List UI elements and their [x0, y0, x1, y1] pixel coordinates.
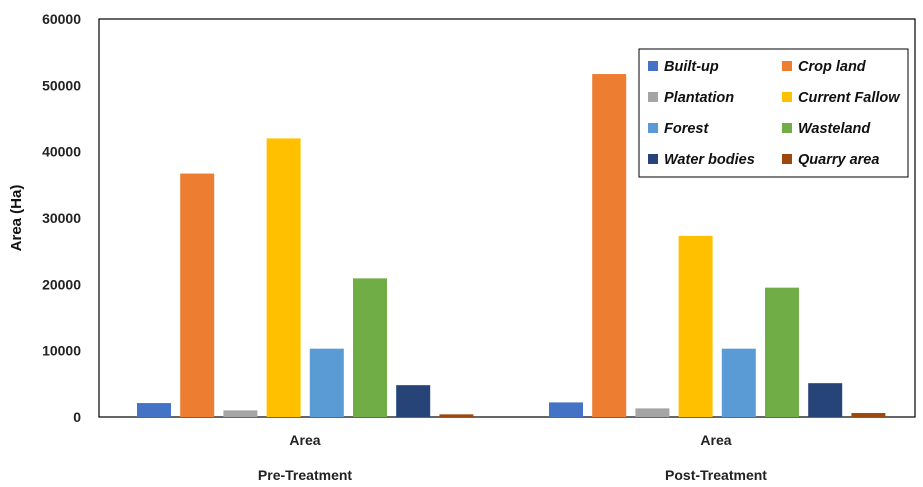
legend-label: Crop land [798, 59, 867, 75]
legend-swatch [648, 123, 658, 133]
y-tick-label: 40000 [42, 144, 81, 160]
legend-label: Water bodies [664, 152, 755, 168]
bar-built-up-post-treatment [549, 402, 583, 417]
x-group-label: Pre-Treatment [258, 467, 352, 483]
bars [137, 74, 886, 417]
x-axis-labels: Area Pre-Treatment Area Post-Treatment [258, 432, 767, 483]
bar-water-bodies-pre-treatment [396, 385, 431, 417]
y-tick-label: 10000 [42, 343, 81, 359]
y-axis-label: Area (Ha) [8, 185, 25, 252]
legend-swatch [782, 123, 792, 133]
legend: Built-up Crop land Plantation Current Fallo… [638, 48, 909, 178]
legend-label: Plantation [664, 90, 734, 106]
legend-label: Built-up [664, 59, 719, 75]
bar-crop-land-pre-treatment [180, 173, 215, 417]
x-category-label: Area [289, 432, 320, 448]
legend-swatch [648, 92, 658, 102]
bar-forest-post-treatment [721, 348, 756, 417]
bar-quarry-area-post-treatment [851, 413, 886, 417]
bar-current-fallow-post-treatment [678, 235, 713, 417]
legend-label: Forest [664, 121, 709, 137]
legend-box [638, 48, 909, 178]
legend-label: Wasteland [798, 121, 871, 137]
bar-current-fallow-pre-treatment [266, 138, 301, 417]
x-category-label: Area [700, 432, 731, 448]
x-group-label: Post-Treatment [665, 467, 767, 483]
bar-forest-pre-treatment [309, 348, 344, 417]
y-tick-label: 30000 [42, 210, 81, 226]
y-tick-label: 20000 [42, 276, 81, 292]
bar-plantation-post-treatment [635, 408, 670, 417]
bar-built-up-pre-treatment [137, 403, 171, 417]
legend-swatch [648, 61, 658, 71]
legend-swatch [782, 92, 792, 102]
bar-wasteland-pre-treatment [353, 278, 387, 417]
bar-plantation-pre-treatment [223, 410, 258, 417]
legend-swatch [648, 154, 658, 164]
plot-frame [98, 18, 916, 418]
bar-quarry-area-pre-treatment [439, 414, 474, 417]
legend-label: Current Fallow [798, 90, 901, 106]
bar-wasteland-post-treatment [765, 287, 799, 417]
y-axis-ticks: 0 10000 20000 30000 40000 50000 60000 [42, 11, 81, 425]
y-tick-label: 0 [73, 409, 81, 425]
legend-swatch [782, 154, 792, 164]
legend-swatch [782, 61, 792, 71]
bar-water-bodies-post-treatment [808, 383, 843, 417]
plot-area-border [98, 18, 916, 418]
legend-label: Quarry area [798, 152, 879, 168]
y-tick-label: 50000 [42, 77, 81, 93]
bar-crop-land-post-treatment [592, 74, 627, 417]
y-tick-label: 60000 [42, 11, 81, 27]
